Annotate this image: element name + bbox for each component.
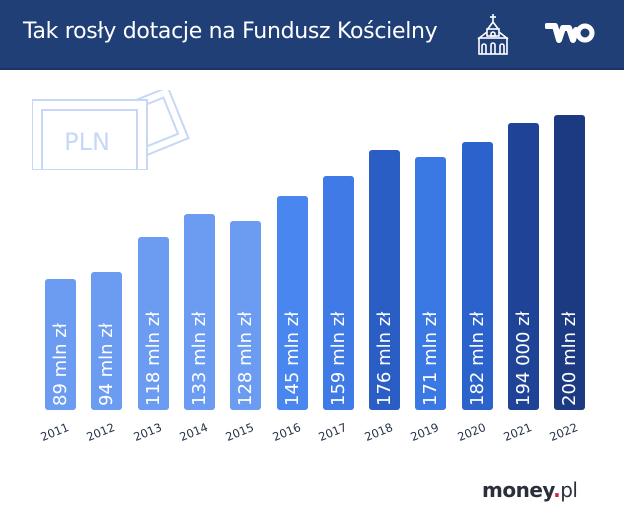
- bar-2020: 182 mln zł: [461, 142, 493, 410]
- church-icon: [477, 14, 509, 55]
- bar-value-label: 171 mln zł: [420, 311, 442, 406]
- bar-value-label: 133 mln zł: [188, 311, 210, 406]
- bar-value-label: 145 mln zł: [281, 311, 303, 406]
- year-label: 2022: [547, 420, 581, 444]
- year-label: 2011: [38, 420, 71, 444]
- year-label: 2018: [362, 420, 395, 444]
- year-label: 2017: [316, 420, 349, 444]
- bar-2022: 200 mln zł: [554, 115, 586, 410]
- year-label: 2012: [84, 420, 118, 444]
- money-pl-logo: money.pl: [482, 478, 578, 502]
- year-label: 2013: [131, 420, 164, 444]
- bar-2019: 171 mln zł: [415, 157, 447, 410]
- bar-2014: 133 mln zł: [183, 214, 215, 410]
- bar-value-label: 94 mln zł: [96, 323, 118, 406]
- bar-2021: 194 000 zł: [508, 123, 539, 410]
- bar-value-label: 128 mln zł: [235, 311, 257, 406]
- bar-2018: 176 mln zł: [369, 150, 401, 410]
- bar-2016: 145 mln zł: [276, 196, 308, 410]
- bar-value-label: 200 mln zł: [559, 311, 581, 406]
- bar-2012: 94 mln zł: [91, 272, 123, 410]
- bar-value-label: 194 000 zł: [513, 311, 534, 406]
- page-title: Tak rosły dotacje na Fundusz Kościelny: [23, 19, 438, 44]
- bar-2013: 118 mln zł: [137, 237, 169, 410]
- bar-value-label: 118 mln zł: [142, 311, 164, 406]
- year-label: 2021: [501, 420, 534, 444]
- bar-value-label: 159 mln zł: [327, 311, 349, 406]
- banknote-label: PLN: [64, 128, 110, 156]
- banknote-icon: PLN: [32, 90, 190, 170]
- year-label: 2014: [177, 420, 210, 444]
- year-label: 2019: [408, 420, 442, 444]
- year-label: 2015: [223, 420, 257, 444]
- wp-logo: [545, 23, 595, 43]
- header: Tak rosły dotacje na Fundusz Kościelny: [0, 0, 624, 70]
- bar-2017: 159 mln zł: [322, 176, 354, 410]
- year-label: 2016: [269, 420, 303, 444]
- bar-2011: 89 mln zł: [45, 279, 76, 410]
- bar-value-label: 182 mln zł: [466, 311, 488, 406]
- bar-value-label: 176 mln zł: [374, 311, 396, 406]
- year-label: 2020: [455, 420, 488, 444]
- bar-value-label: 89 mln zł: [50, 323, 71, 406]
- bar-2015: 128 mln zł: [230, 221, 262, 410]
